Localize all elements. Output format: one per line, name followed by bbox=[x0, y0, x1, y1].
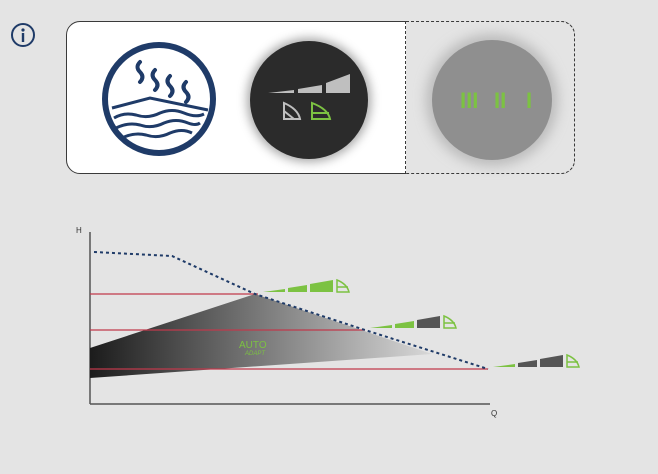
info-icon[interactable] bbox=[10, 22, 36, 48]
setpoint-icon-low bbox=[493, 353, 580, 368]
setpoint-icon-high bbox=[263, 278, 350, 293]
underfloor-heating-icon bbox=[102, 42, 216, 156]
setpoint-icon-mid bbox=[370, 314, 457, 329]
auto-label: AUTO bbox=[239, 340, 267, 351]
autoadapt-button[interactable] bbox=[250, 41, 368, 159]
autoadapt-area bbox=[90, 294, 432, 378]
x-axis-label: Q bbox=[491, 409, 498, 418]
pump-curve-diagram bbox=[89, 232, 580, 405]
constant-speed-icon: III II I bbox=[460, 88, 532, 113]
max-curve bbox=[93, 251, 489, 370]
speed-mark-1: I bbox=[526, 88, 532, 113]
adapt-label: ADAPT bbox=[245, 351, 266, 357]
speed-mark-2: II bbox=[494, 88, 506, 113]
autoadapt-icon bbox=[268, 74, 350, 120]
constant-speed-button[interactable]: III II I bbox=[432, 40, 552, 160]
y-axis-label: H bbox=[76, 226, 82, 235]
panel-divider bbox=[405, 21, 406, 174]
speed-mark-3: III bbox=[460, 88, 478, 113]
